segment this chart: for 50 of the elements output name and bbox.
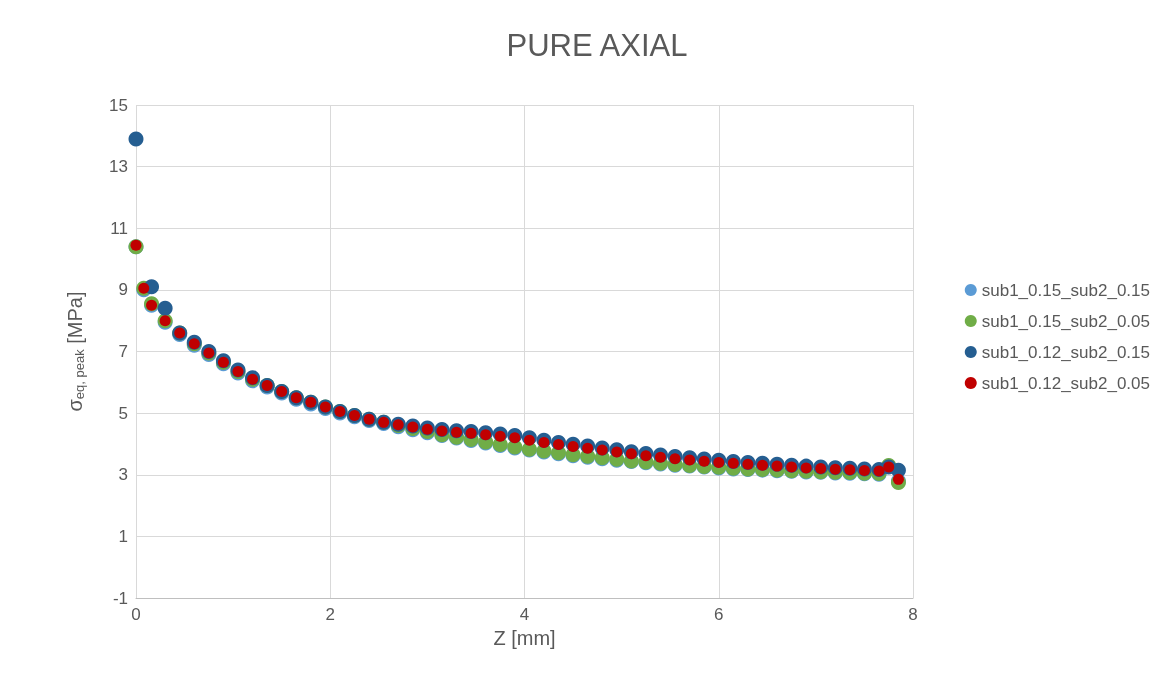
point	[844, 464, 856, 476]
y-tick-label: 3	[118, 465, 128, 485]
point	[538, 436, 550, 448]
chart-title: PURE AXIAL	[506, 28, 688, 63]
point	[640, 450, 652, 462]
x-tick-label: 0	[131, 605, 141, 624]
y-tick-label: 11	[110, 218, 128, 238]
y-tick-label: 13	[109, 157, 128, 177]
point	[553, 439, 564, 451]
x-tick-label: 2	[325, 605, 335, 624]
point	[815, 463, 827, 475]
legend-label: sub1_0.15_sub2_0.15	[981, 280, 1150, 300]
point	[713, 456, 725, 468]
point	[480, 429, 492, 441]
x-tick-label: 6	[714, 605, 724, 624]
y-tick-label: 5	[118, 403, 128, 423]
point	[494, 430, 506, 442]
legend-label: sub1_0.12_sub2_0.15	[981, 342, 1150, 362]
y-tick-label: 1	[118, 526, 128, 546]
point	[130, 239, 142, 251]
point	[742, 458, 754, 470]
point	[582, 442, 594, 454]
point	[596, 444, 608, 456]
point	[800, 462, 812, 474]
point	[523, 434, 535, 446]
point	[684, 454, 696, 466]
legend-label: sub1_0.15_sub2_0.05	[981, 311, 1150, 331]
x-tick-label: 8	[908, 605, 918, 624]
point	[567, 440, 579, 452]
point	[509, 432, 521, 444]
y-tick-label: 9	[118, 280, 128, 300]
point	[756, 459, 768, 471]
legend-label: sub1_0.12_sub2_0.05	[981, 373, 1150, 393]
point	[128, 131, 144, 147]
point	[611, 446, 623, 458]
point	[669, 453, 681, 465]
x-tick-label: 4	[519, 605, 530, 624]
y-tick-label: -1	[112, 588, 128, 608]
point	[698, 455, 710, 467]
y-tick-label: 15	[109, 95, 128, 115]
x-axis-title: Z [mm]	[493, 627, 556, 649]
point	[654, 451, 666, 463]
point	[786, 461, 798, 473]
point	[625, 448, 637, 460]
point	[771, 460, 783, 472]
point	[157, 300, 173, 316]
point	[892, 473, 904, 485]
y-tick-label: 7	[118, 342, 128, 361]
point	[436, 425, 448, 437]
y-axis-title: σeq, peak [MPa]	[63, 291, 87, 412]
